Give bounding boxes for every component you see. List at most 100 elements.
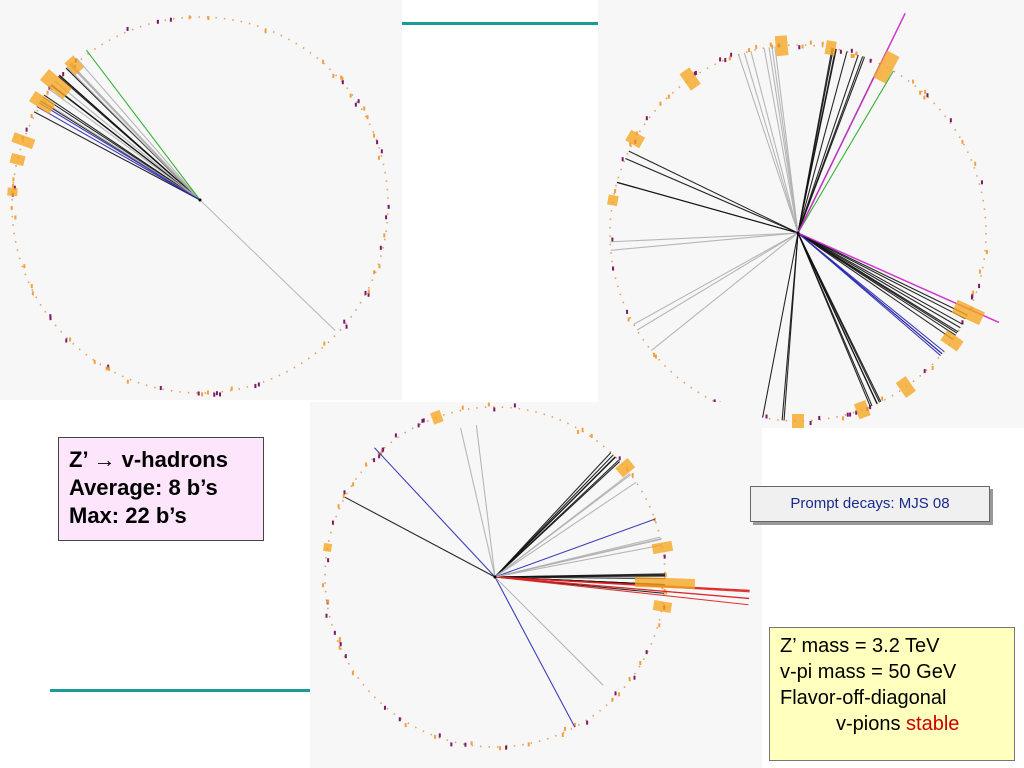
hit-mark [340, 75, 343, 80]
track-line [797, 232, 963, 325]
hit-mark [627, 317, 630, 322]
hit-mark [337, 504, 340, 509]
hit-mark [798, 45, 801, 50]
hit-mark [614, 691, 617, 696]
hit-mark [434, 734, 437, 739]
hadron-title: Z’ → v-hadrons [69, 446, 263, 474]
hit-mark [628, 676, 631, 681]
hit-mark [188, 15, 191, 20]
hit-mark [590, 433, 593, 438]
hit-mark [461, 405, 464, 410]
hit-mark [470, 741, 473, 746]
hit-mark [332, 73, 335, 78]
hit-mark [809, 421, 812, 426]
track-line [66, 66, 201, 201]
hit-mark [818, 415, 821, 420]
hit-mark [206, 390, 209, 395]
flavor-line: Flavor-off-diagonal [780, 687, 947, 709]
hit-mark [257, 382, 260, 387]
hit-mark [855, 410, 858, 415]
hit-mark [842, 416, 845, 421]
energy-deposit [895, 376, 916, 398]
hit-mark [394, 433, 397, 438]
hit-mark [48, 86, 51, 91]
hit-mark [14, 215, 17, 220]
hit-mark [923, 95, 926, 100]
track-line [636, 232, 799, 331]
hit-mark [713, 399, 716, 404]
hit-mark [126, 379, 129, 384]
hit-mark [972, 290, 975, 295]
hit-mark [10, 206, 13, 211]
hit-mark [378, 454, 381, 459]
track-line [48, 88, 201, 201]
track-line [797, 48, 833, 234]
vertex-point [493, 575, 497, 579]
track-line [768, 47, 799, 234]
track-line [494, 576, 576, 728]
hit-mark [577, 429, 580, 434]
track-line [774, 46, 799, 234]
track-line [797, 13, 906, 234]
track-line [494, 576, 749, 606]
hit-mark [219, 392, 222, 397]
hit-mark [852, 53, 855, 58]
hit-mark [850, 48, 853, 53]
hit-mark [639, 661, 642, 666]
hit-mark [464, 742, 467, 747]
hit-mark [614, 189, 617, 194]
hit-mark [25, 127, 28, 132]
hit-mark [398, 717, 401, 722]
zprime-mass-line: Z’ mass = 3.2 TeV [780, 635, 940, 657]
hit-mark [343, 319, 346, 324]
hit-mark [850, 53, 853, 58]
track-line [494, 544, 663, 578]
hit-mark [724, 58, 727, 63]
hit-mark [978, 284, 981, 289]
hadron-title-suffix: v-hadrons [121, 447, 228, 472]
hit-mark [653, 353, 656, 358]
energy-deposit [9, 152, 26, 167]
hit-mark [215, 391, 218, 396]
energy-deposit [11, 132, 36, 150]
hit-mark [974, 161, 977, 166]
energy-deposit [39, 69, 72, 100]
hit-mark [156, 19, 159, 24]
hit-mark [93, 359, 96, 364]
hadron-summary-box: Z’ → v-hadrons Average: 8 b’s Max: 22 b’… [58, 437, 264, 541]
detector-ring [324, 406, 666, 748]
hit-mark [755, 44, 758, 49]
energy-deposit [792, 414, 804, 428]
vpi-mass-line: v-pi mass = 50 GeV [780, 661, 957, 683]
track-line [616, 181, 799, 234]
hit-mark [107, 364, 110, 369]
hit-mark [254, 384, 257, 389]
hit-mark [663, 554, 666, 559]
hit-mark [971, 293, 974, 298]
parameters-box: Z’ mass = 3.2 TeV v-pi mass = 50 GeV Fla… [769, 627, 1015, 761]
track-line [460, 427, 496, 578]
hit-mark [342, 494, 345, 499]
track-line [797, 51, 848, 234]
hit-mark [728, 56, 731, 61]
detector-ring [11, 16, 389, 394]
hit-mark [363, 106, 366, 111]
hit-mark [357, 99, 360, 104]
hit-mark [924, 89, 927, 94]
hit-mark [611, 697, 614, 702]
hit-mark [351, 671, 354, 676]
track-line [625, 157, 799, 234]
hit-mark [352, 482, 355, 487]
hit-mark [564, 726, 567, 731]
hit-mark [30, 284, 33, 289]
hit-mark [13, 185, 16, 190]
hit-mark [378, 264, 381, 269]
event-display-1-graphic [7, 15, 390, 397]
hit-mark [421, 418, 424, 423]
hit-mark [380, 451, 383, 456]
hit-mark [505, 745, 508, 750]
hit-mark [979, 269, 982, 274]
hit-mark [338, 645, 341, 650]
hit-mark [659, 101, 662, 106]
hit-mark [487, 402, 490, 407]
